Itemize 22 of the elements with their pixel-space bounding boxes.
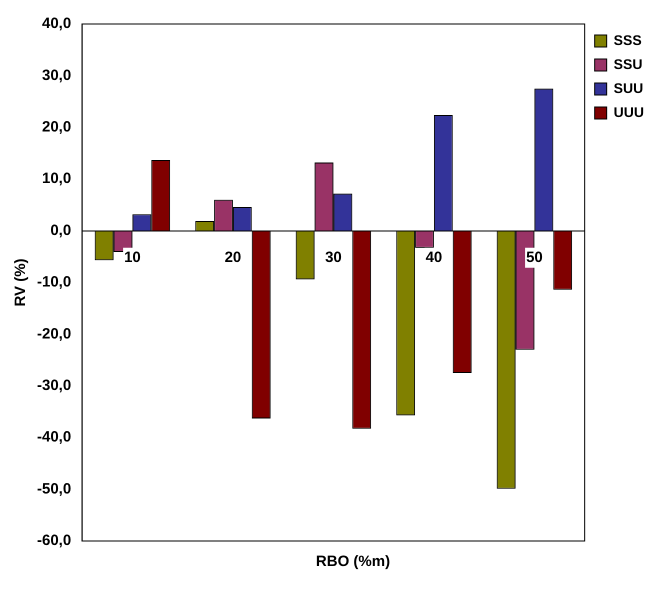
x-axis-title: RBO (%m) bbox=[314, 553, 392, 570]
legend-label: UUU bbox=[614, 104, 644, 120]
y-tick-label: -60,0 bbox=[36, 532, 72, 550]
x-tick-label: 50 bbox=[526, 248, 543, 266]
y-tick-label: -20,0 bbox=[36, 325, 72, 342]
legend-label: SSU bbox=[614, 56, 642, 72]
y-tick-label: -30,0 bbox=[36, 377, 72, 394]
legend-label: SSS bbox=[614, 32, 642, 48]
y-tick-label: 10,0 bbox=[42, 170, 72, 188]
x-tick-label: 20 bbox=[224, 248, 242, 266]
y-tick-label: 20,0 bbox=[42, 118, 72, 136]
x-tick-label: 30 bbox=[325, 248, 342, 266]
y-tick-label: -10,0 bbox=[36, 274, 72, 291]
y-tick-label: -40,0 bbox=[36, 428, 72, 446]
y-tick-label: -50,0 bbox=[36, 480, 72, 498]
y-tick-label: 0,0 bbox=[50, 222, 72, 239]
y-tick-label: 30,0 bbox=[42, 66, 72, 84]
x-tick-label: 40 bbox=[426, 248, 442, 266]
y-axis-title: RV (%) bbox=[12, 258, 30, 307]
x-tick-label: 10 bbox=[124, 248, 141, 266]
y-tick-label: 40,0 bbox=[42, 15, 72, 32]
legend-label: SUU bbox=[614, 80, 644, 96]
